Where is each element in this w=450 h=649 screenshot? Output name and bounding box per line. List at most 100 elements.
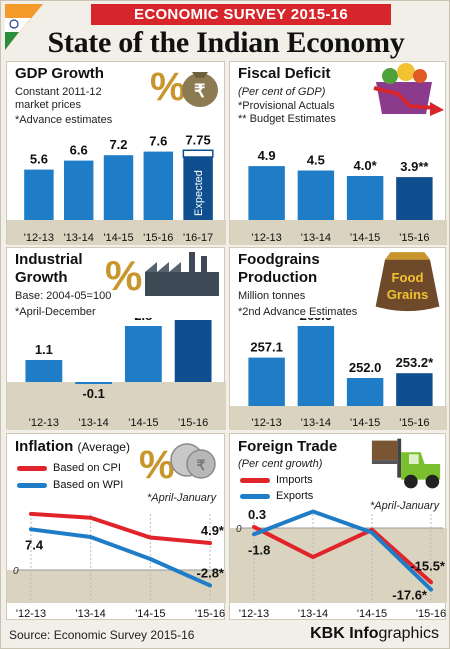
foodgrains-title-line2: Production bbox=[238, 269, 318, 286]
svg-text:₹: ₹ bbox=[194, 81, 206, 101]
bar-0 bbox=[248, 357, 285, 406]
trade-title: Foreign Trade bbox=[238, 438, 338, 455]
foodgrains-svg-axis-band bbox=[230, 406, 447, 430]
svg-text:%: % bbox=[105, 252, 142, 298]
legend-exports: Exports bbox=[240, 490, 313, 502]
fiscal-chart: 4.9 '12-13 4.5 '13-14 4.0* '14-15 3.9** '15-16 bbox=[230, 148, 447, 245]
gdp-chart: 5.6 '12-13 6.6 '13-14 7.2 '14-15 7.6 '15-16 7.0-… bbox=[7, 132, 226, 245]
industrial-title: Industrial bbox=[15, 251, 83, 268]
percent-moneybag-icon: % ₹ bbox=[150, 65, 218, 109]
value-label-4-1: 7.75 bbox=[185, 132, 210, 147]
value-label-3: 253.2* bbox=[396, 355, 435, 370]
bar-3 bbox=[396, 177, 433, 220]
svg-text:%: % bbox=[150, 65, 186, 109]
x-tick-label-1: '13-14 bbox=[301, 232, 331, 244]
inflation-title: Inflation (Average) bbox=[15, 438, 130, 455]
x-tick-label-3: '15-16 bbox=[399, 417, 429, 429]
gdp-title: GDP Growth bbox=[15, 65, 104, 82]
series-1-last-label: -2.8* bbox=[197, 565, 225, 580]
value-label-2: 2.8 bbox=[134, 318, 152, 323]
coins-percent-icon: % ₹ bbox=[139, 443, 216, 486]
legend-imports-label: Imports bbox=[276, 474, 313, 486]
svg-text:₹: ₹ bbox=[197, 457, 206, 473]
series-line-1 bbox=[252, 509, 433, 592]
value-label-0: 5.6 bbox=[30, 152, 48, 167]
inflation-panel: Inflation (Average) Based on CPI Based o… bbox=[6, 433, 226, 620]
industrial-panel: Industrial Growth Base: 2004-05=100 *Apr… bbox=[6, 247, 226, 430]
industrial-svg-axis-band bbox=[7, 382, 226, 430]
value-label-1: 4.5 bbox=[307, 153, 325, 168]
series-line-1 bbox=[29, 527, 212, 588]
x-tick-label-0: '12-13 bbox=[252, 417, 282, 429]
legend-cpi-label: Based on CPI bbox=[53, 462, 121, 474]
fiscal-svg-axis-band bbox=[230, 220, 447, 245]
trade-svg-zero-label: 0 bbox=[236, 524, 242, 535]
bar-0 bbox=[248, 166, 285, 220]
x-tick-label-1: '13-14 bbox=[76, 608, 106, 620]
industrial-chart: 1.1'12-13-0.1'13-142.8'14-153.1*'15-16 bbox=[7, 318, 226, 430]
bar-1 bbox=[297, 170, 335, 220]
series-1-last-label: -17.6* bbox=[392, 588, 428, 603]
x-tick-label-3: '15-16 bbox=[399, 232, 429, 244]
value-label-0: 257.1 bbox=[250, 340, 283, 355]
series-line-0 bbox=[29, 511, 212, 546]
series-0-last-label: 4.9* bbox=[201, 523, 225, 538]
value-label-4: 7.0- bbox=[187, 132, 209, 133]
flag-icon bbox=[5, 4, 43, 50]
legend-exports-swatch bbox=[240, 493, 270, 499]
fiscal-note-2: ** Budget Estimates bbox=[238, 113, 336, 125]
x-tick-label-4: '16-17 bbox=[183, 232, 213, 244]
gdp-panel: GDP Growth Constant 2011-12 market price… bbox=[6, 61, 226, 245]
inflation-title-suffix: (Average) bbox=[77, 440, 130, 454]
fiscal-panel: Fiscal Deficit (Per cent of GDP) *Provis… bbox=[229, 61, 447, 245]
bar-0 bbox=[25, 360, 63, 382]
value-label-2: 7.2 bbox=[109, 137, 127, 152]
brand-logo: KBK Infographics bbox=[310, 625, 439, 643]
value-label-3: 3.9** bbox=[400, 159, 429, 174]
grains-badge-text: Grains bbox=[387, 287, 429, 302]
forklift-icon bbox=[371, 438, 441, 489]
bar-2 bbox=[124, 326, 162, 382]
foodgrains-subtitle: Million tonnes bbox=[238, 290, 306, 302]
x-tick-label-1: '13-14 bbox=[301, 417, 331, 429]
bar-2 bbox=[103, 155, 134, 220]
expected-label: Expected bbox=[193, 170, 205, 216]
bar-4 bbox=[183, 150, 213, 220]
series-line-0 bbox=[252, 524, 433, 585]
x-tick-label-3: '15-16 bbox=[195, 608, 225, 620]
x-tick-label-0: '12-13 bbox=[252, 232, 282, 244]
x-tick-label-2: '14-15 bbox=[128, 417, 158, 429]
bar-2 bbox=[346, 378, 384, 406]
x-tick-label-1: '13-14 bbox=[64, 232, 94, 244]
x-tick-label-3: '15-16 bbox=[178, 417, 208, 429]
trade-panel: Foreign Trade (Per cent growth) Imports … bbox=[229, 433, 447, 620]
bar-2 bbox=[346, 176, 384, 220]
shopping-basket-down-arrow-icon bbox=[373, 63, 444, 116]
bar-3 bbox=[174, 320, 212, 382]
bar-3 bbox=[143, 151, 174, 220]
series-0-first-label: 0.3 bbox=[248, 507, 266, 522]
industrial-title-line2: Growth bbox=[15, 269, 68, 286]
fiscal-note: *Provisional Actuals bbox=[238, 100, 335, 112]
bar-1 bbox=[297, 326, 335, 406]
food-badge-text: Food bbox=[391, 270, 423, 285]
fiscal-title: Fiscal Deficit bbox=[238, 65, 331, 82]
bar-3 bbox=[396, 373, 433, 406]
trade-subtitle: (Per cent growth) bbox=[238, 458, 323, 470]
svg-text:%: % bbox=[139, 443, 175, 486]
value-label-0: 4.9 bbox=[258, 148, 276, 163]
gdp-svg-axis-band bbox=[7, 220, 226, 245]
legend-cpi: Based on CPI bbox=[17, 462, 121, 474]
x-tick-label-1: '13-14 bbox=[79, 417, 109, 429]
series-0-first-label: 10.2 bbox=[25, 506, 50, 509]
foodgrains-note: *2nd Advance Estimates bbox=[238, 306, 358, 318]
legend-imports-swatch bbox=[240, 477, 270, 483]
grain-sack-icon: Food Grains bbox=[375, 252, 440, 312]
value-label-3: 7.6 bbox=[149, 134, 167, 149]
value-label-2: 252.0 bbox=[349, 360, 382, 375]
expected-range-cap bbox=[182, 149, 214, 158]
x-tick-label-0: '12-13 bbox=[239, 608, 269, 620]
gdp-subtitle: Constant 2011-12 market prices bbox=[15, 86, 102, 111]
brand-light: graphics bbox=[378, 625, 439, 642]
x-tick-label-2: '14-15 bbox=[357, 608, 387, 620]
